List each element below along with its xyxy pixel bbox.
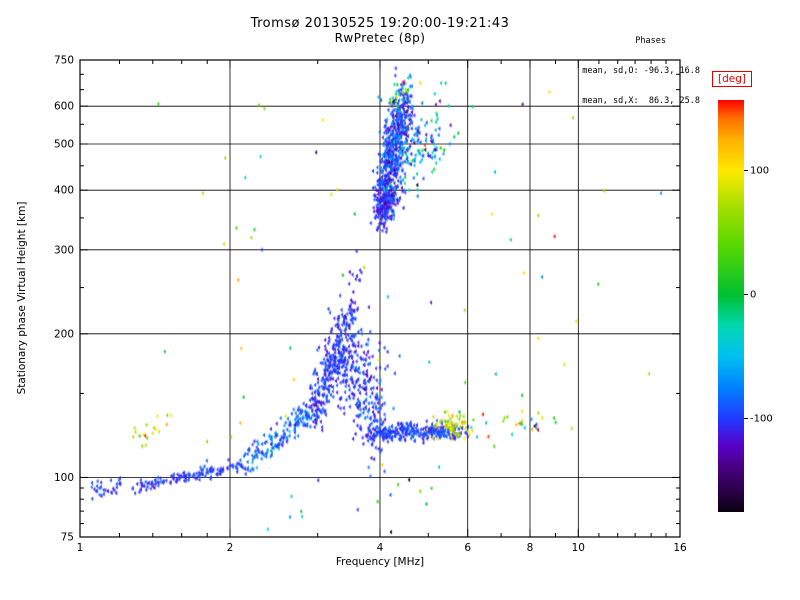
colorbar-tick bbox=[744, 170, 748, 172]
y-tick-label: 400 bbox=[54, 185, 74, 197]
colorbar bbox=[718, 100, 744, 512]
colorbar-tick-label: 0 bbox=[750, 289, 757, 301]
y-tick-label: 600 bbox=[54, 101, 74, 113]
colorbar-tick-label: -100 bbox=[750, 413, 773, 425]
x-tick-label: 16 bbox=[673, 542, 687, 554]
x-tick-label: 2 bbox=[227, 542, 234, 554]
colorbar-tick bbox=[744, 294, 748, 296]
y-tick-label: 500 bbox=[54, 139, 74, 151]
x-tick-label: 4 bbox=[377, 542, 384, 554]
colorbar-tick bbox=[744, 418, 748, 420]
y-tick-label: 300 bbox=[54, 244, 74, 256]
x-tick-label: 10 bbox=[572, 542, 585, 554]
x-tick-label: 8 bbox=[527, 542, 534, 554]
colorbar-tick-label: 100 bbox=[750, 165, 770, 177]
y-tick-label: 100 bbox=[54, 472, 74, 484]
colorbar-label: [deg] bbox=[712, 71, 752, 87]
y-tick-label: 200 bbox=[54, 328, 74, 340]
x-tick-label: 6 bbox=[464, 542, 471, 554]
y-axis-label: Stationary phase Virtual Height [km] bbox=[16, 201, 28, 395]
y-tick-label: 75 bbox=[61, 532, 74, 544]
x-axis-label: Frequency [MHz] bbox=[335, 556, 425, 568]
x-tick-label: 1 bbox=[77, 542, 84, 554]
y-tick-label: 750 bbox=[54, 55, 74, 67]
